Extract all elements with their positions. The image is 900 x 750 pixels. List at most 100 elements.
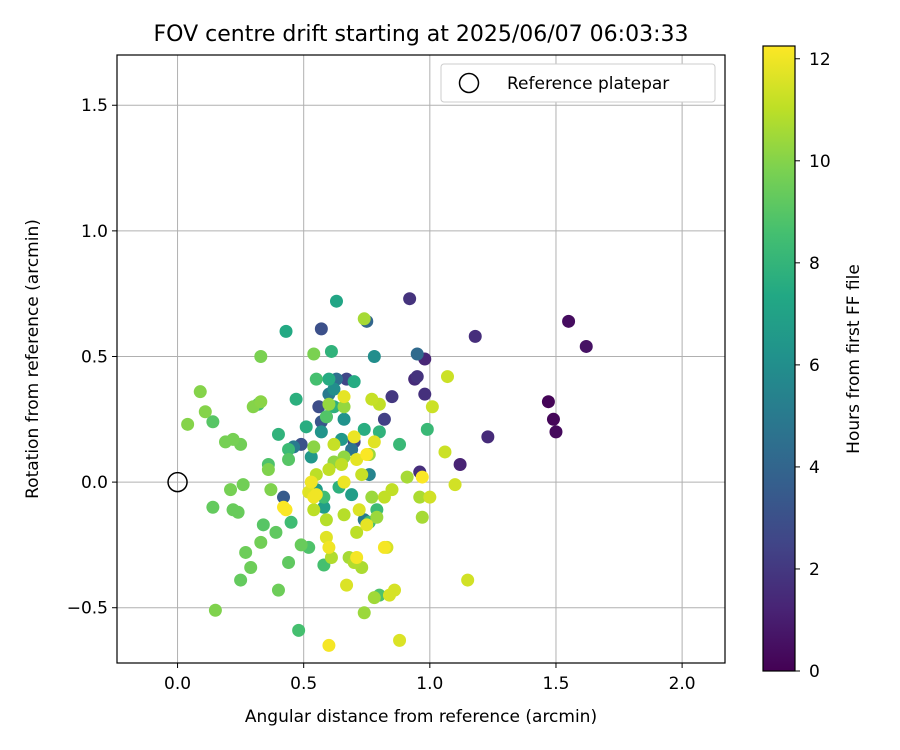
scatter-point: [271, 427, 285, 441]
scatter-point: [400, 470, 414, 484]
scatter-point: [224, 483, 238, 497]
scatter-point: [261, 463, 275, 477]
scatter-point: [357, 312, 371, 326]
x-tick-label: 1.0: [416, 674, 443, 694]
scatter-point: [350, 452, 364, 466]
scatter-point: [377, 490, 391, 504]
colorbar-tick-label: 12: [809, 50, 831, 70]
scatter-point: [314, 425, 328, 439]
scatter-point: [244, 561, 258, 575]
scatter-point: [440, 370, 454, 384]
scatter-point: [365, 490, 379, 504]
scatter-point: [448, 478, 462, 492]
legend-open-circle-icon: [458, 72, 480, 94]
scatter-point: [418, 387, 432, 401]
scatter-point: [345, 488, 359, 502]
scatter-point: [350, 525, 364, 539]
scatter-point: [541, 395, 555, 409]
colorbar-tick-label: 10: [809, 152, 831, 172]
scatter-point: [367, 349, 381, 363]
scatter-point: [357, 606, 371, 620]
scatter-point: [309, 372, 323, 386]
plot-frame: [116, 54, 726, 664]
scatter-point: [271, 583, 285, 597]
scatter-point: [322, 397, 336, 411]
scatter-point: [546, 412, 560, 426]
scatter-point: [481, 430, 495, 444]
x-tick-label: 1.5: [542, 674, 569, 694]
legend-box: [440, 63, 716, 103]
scatter-point: [284, 515, 298, 529]
colorbar-ticks: 0 2 4 6 8 10 12: [795, 50, 831, 682]
scatter-point: [307, 503, 321, 517]
scatter-point: [377, 540, 391, 554]
scatter-point: [415, 470, 429, 484]
scatter-point: [254, 395, 268, 409]
chart-title: FOV centre drift starting at 2025/06/07 …: [154, 22, 689, 47]
scatter-point: [279, 324, 293, 338]
scatter-point: [234, 573, 248, 587]
scatter-point: [461, 573, 475, 587]
scatter-point: [382, 588, 396, 602]
scatter-point: [322, 540, 336, 554]
scatter-point: [256, 518, 270, 532]
colorbar-label: Hours from first FF file: [844, 264, 864, 454]
x-tick-label: 0.0: [164, 674, 191, 694]
y-tick-label: 1.0: [81, 222, 108, 242]
x-tick-label: 2.0: [669, 674, 696, 694]
scatter-point: [410, 370, 424, 384]
scatter-point: [317, 500, 331, 514]
y-tick-label: 1.5: [81, 96, 108, 116]
scatter-point: [372, 425, 386, 439]
scatter-point: [193, 385, 207, 399]
scatter-point: [562, 314, 576, 328]
scatter-point: [415, 510, 429, 524]
reference-platepar-marker: [167, 471, 188, 493]
colorbar: 0 2 4 6 8 10 12 Hours from first FF file: [762, 45, 864, 682]
scatter-point: [319, 513, 333, 527]
scatter-point: [322, 372, 336, 386]
scatter-point: [337, 390, 351, 404]
scatter-point: [337, 412, 351, 426]
scatter-point: [340, 578, 354, 592]
legend: Reference platepar: [440, 63, 716, 103]
scatter-point: [327, 437, 341, 451]
scatter-point: [254, 349, 268, 363]
y-tick-label: 0.5: [81, 347, 108, 367]
scatter-point: [181, 417, 195, 431]
scatter-point: [377, 412, 391, 426]
scatter-point: [279, 503, 293, 517]
scatter-point: [403, 292, 417, 306]
scatter-point: [367, 435, 381, 449]
scatter-point: [355, 468, 369, 482]
scatter-point: [324, 344, 338, 358]
y-axis-label: Rotation from reference (arcmin): [23, 219, 43, 499]
scatter-point: [289, 392, 303, 406]
scatter-point: [282, 442, 296, 456]
x-axis-ticks: 0.0 0.5 1.0 1.5 2.0: [164, 663, 696, 694]
colorbar-tick-label: 8: [809, 254, 820, 274]
scatter-point: [357, 422, 371, 436]
scatter-point: [282, 452, 296, 466]
scatter-point: [206, 415, 220, 429]
scatter-point: [370, 510, 384, 524]
scatter-point: [347, 430, 361, 444]
scatter-point: [367, 591, 381, 605]
scatter-point: [337, 400, 351, 414]
scatter-point: [579, 339, 593, 353]
y-tick-label: −0.5: [67, 599, 108, 619]
scatter-point: [468, 329, 482, 343]
scatter-point: [425, 400, 439, 414]
scatter-point: [329, 294, 343, 308]
scatter-point: [347, 375, 361, 389]
scatter-point: [304, 450, 318, 464]
y-tick-label: 0.0: [81, 473, 108, 493]
scatter-point: [304, 475, 318, 489]
scatter-point: [322, 463, 336, 477]
scatter-point: [239, 545, 253, 559]
scatter-point: [350, 550, 364, 564]
scatter-point: [337, 508, 351, 522]
scatter-point: [453, 458, 467, 472]
scatter-point: [264, 483, 278, 497]
scatter-point: [309, 488, 323, 502]
